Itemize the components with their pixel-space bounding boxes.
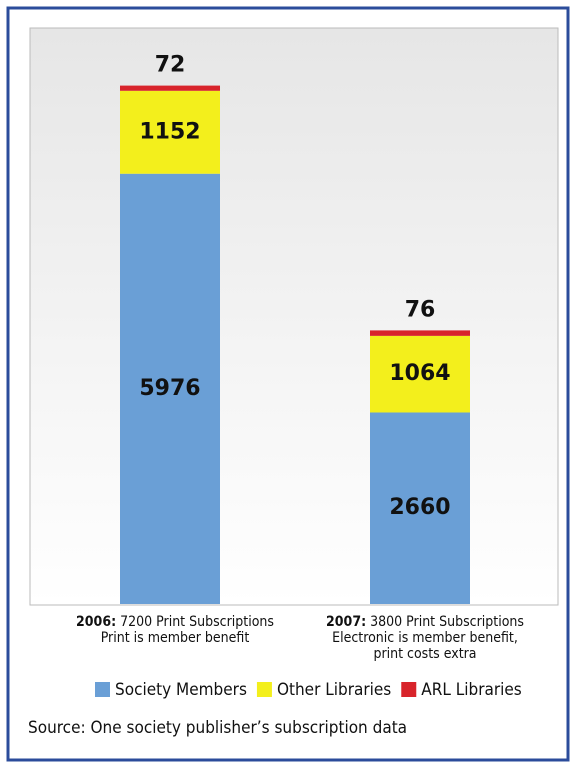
category-note: print costs extra	[373, 646, 476, 662]
bar-segment	[370, 330, 470, 336]
legend-swatch	[95, 682, 110, 697]
bar-segment	[370, 412, 470, 604]
bar-segment	[120, 90, 220, 174]
bar-segment	[370, 335, 470, 413]
data-label: 2660	[389, 495, 450, 520]
category-year: 2006:	[76, 614, 116, 630]
data-label: 72	[155, 53, 186, 78]
legend-label: Other Libraries	[277, 680, 391, 700]
source: Source: One society publisher’s subscrip…	[28, 718, 407, 738]
legend-label: ARL Libraries	[421, 680, 522, 700]
category-note: 3800 Print Subscriptions	[370, 614, 524, 630]
bar-segment	[120, 85, 220, 91]
legend-swatch	[256, 682, 272, 697]
category-year: 2007:	[326, 614, 366, 630]
bar-segment	[120, 173, 220, 604]
data-label: 5976	[139, 376, 200, 401]
legend-label: Society Members	[115, 680, 247, 700]
plot-area	[29, 27, 559, 606]
category-note: 7200 Print Subscriptions	[120, 614, 274, 630]
category-note: Electronic is member benefit,	[332, 630, 518, 646]
x-tick-label: 2006: 7200 Print Subscriptions	[76, 614, 274, 630]
category-note: Print is member benefit	[101, 630, 250, 646]
x-tick-label: 2007: 3800 Print Subscriptions	[326, 614, 524, 630]
data-label: 1064	[389, 361, 450, 386]
legend-swatch	[401, 682, 417, 697]
data-label: 76	[405, 297, 436, 322]
data-label: 1152	[139, 119, 200, 144]
